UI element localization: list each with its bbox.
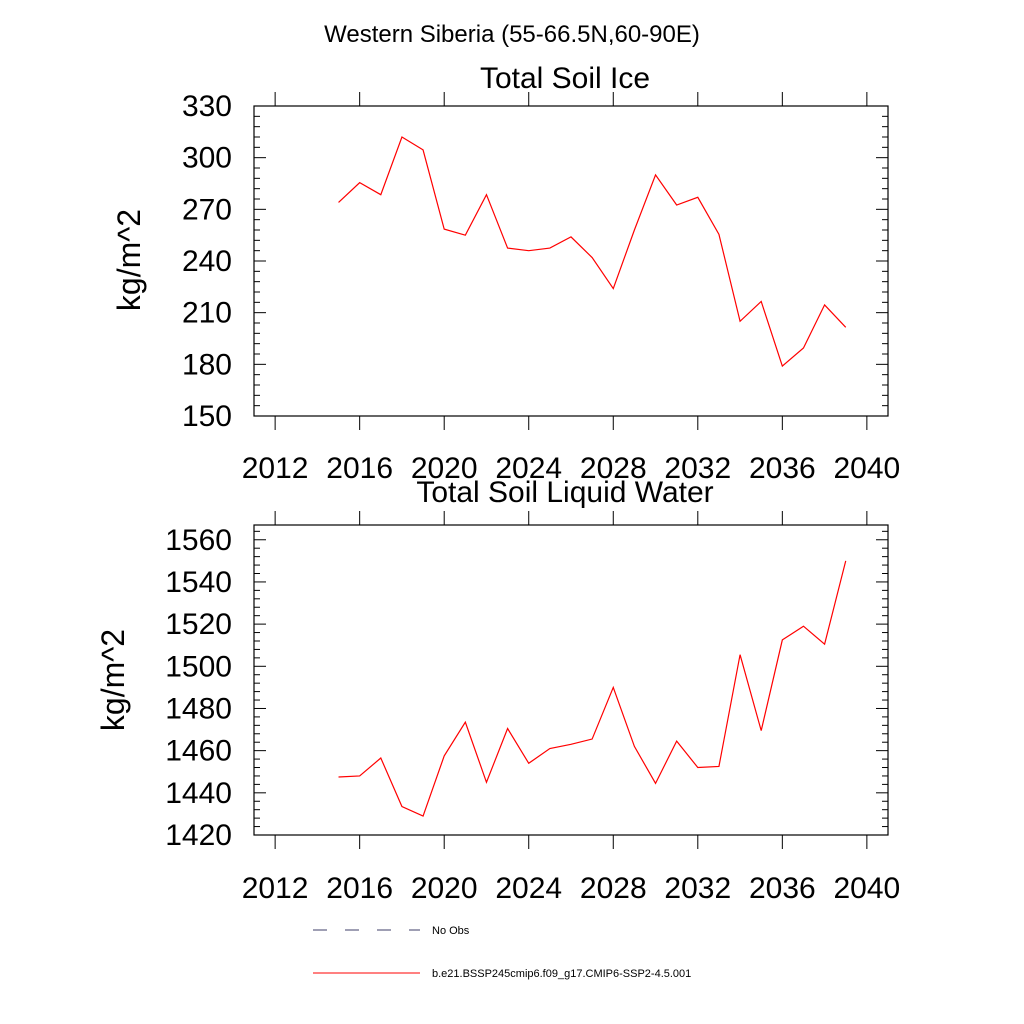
y-axis-label: kg/m^2 <box>95 629 131 731</box>
chart-title: Total Soil Liquid Water <box>416 476 713 509</box>
x-tick-label: 2036 <box>749 872 816 905</box>
y-tick-label: 1480 <box>165 692 232 725</box>
x-tick-label: 2020 <box>411 452 478 485</box>
y-tick-label: 1560 <box>165 524 232 557</box>
y-tick-label: 300 <box>182 142 232 175</box>
x-tick-label: 2012 <box>242 452 309 485</box>
x-tick-label: 2024 <box>495 872 562 905</box>
x-tick-label: 2036 <box>749 452 816 485</box>
series-line <box>338 136 847 368</box>
y-tick-label: 150 <box>182 400 232 433</box>
chart-panel-soil-liquid-water: Total Soil Liquid Water kg/m^2 1420 1440 1… <box>95 476 900 905</box>
y-tick-label: 1500 <box>165 650 232 683</box>
y-tick-label: 210 <box>182 297 232 330</box>
x-tick-label: 2028 <box>580 872 647 905</box>
x-tick-label: 2020 <box>411 872 478 905</box>
y-tick-label: 1460 <box>165 735 232 768</box>
y-axis-label: kg/m^2 <box>111 209 147 311</box>
x-tick-label: 2028 <box>580 452 647 485</box>
y-tick-label: 1540 <box>165 566 232 599</box>
y-tick-label: 1420 <box>165 819 232 852</box>
y-tick-label: 240 <box>182 245 232 278</box>
x-tick-label: 2040 <box>833 452 900 485</box>
legend: No Obs b.e21.BSSP245cmip6.f09_g17.CMIP6-… <box>313 925 691 980</box>
x-tick-label: 2032 <box>664 452 731 485</box>
y-tick-label: 270 <box>182 193 232 226</box>
legend-label-no-obs: No Obs <box>432 925 470 937</box>
figure-title: Western Siberia (55-66.5N,60-90E) <box>324 21 700 48</box>
chart-panel-soil-ice: Total Soil Ice kg/m^2 150 180 210 240 270 300… <box>111 62 900 485</box>
x-tick-label: 2016 <box>326 452 393 485</box>
x-tick-label: 2032 <box>664 872 731 905</box>
plot-frame <box>253 524 889 836</box>
y-tick-label: 330 <box>182 90 232 123</box>
series-line <box>338 560 847 817</box>
x-tick-label: 2024 <box>495 452 562 485</box>
chart-title: Total Soil Ice <box>480 62 650 95</box>
legend-label-model: b.e21.BSSP245cmip6.f09_g17.CMIP6-SSP2-4.… <box>432 968 691 980</box>
x-tick-label: 2016 <box>326 872 393 905</box>
y-tick-label: 180 <box>182 348 232 381</box>
y-tick-label: 1520 <box>165 608 232 641</box>
x-tick-label: 2040 <box>833 872 900 905</box>
y-tick-label: 1440 <box>165 777 232 810</box>
x-tick-label: 2012 <box>242 872 309 905</box>
